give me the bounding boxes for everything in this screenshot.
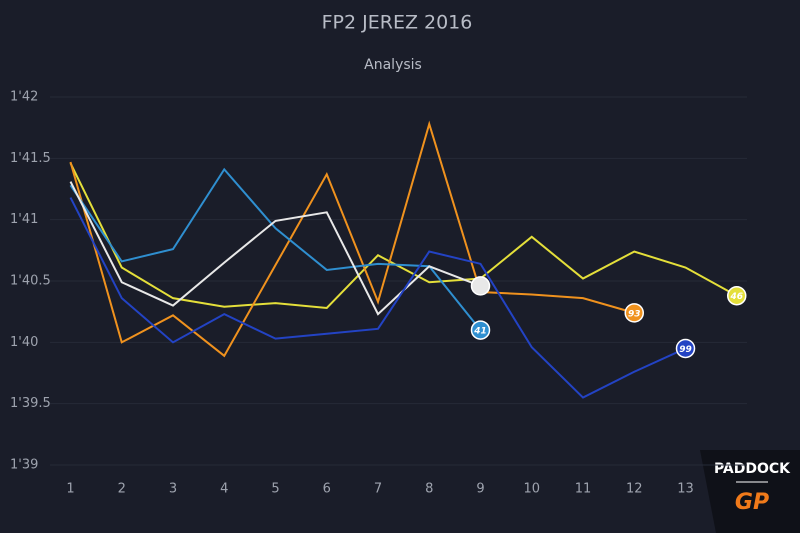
y-tick-label: 1'42 — [10, 90, 38, 105]
badge-label: 46 — [729, 292, 743, 302]
badge-circle — [727, 285, 747, 306]
series-line — [69, 197, 686, 399]
y-tick-label: 1'41 — [10, 212, 38, 227]
x-tick-label: 11 — [575, 482, 592, 497]
logo-panel — [700, 450, 800, 533]
x-tick-label: 7 — [374, 482, 382, 497]
rider-badge — [470, 276, 491, 296]
logo: PADDOCK GP — [700, 450, 800, 533]
x-tick-label: 10 — [523, 482, 540, 497]
chart-title: FP2 JEREZ 2016 — [322, 12, 473, 34]
badge-circle — [470, 320, 491, 340]
x-tick-label: 6 — [323, 482, 331, 497]
series-line — [69, 167, 482, 331]
logo-text: PADDOCK — [714, 461, 791, 477]
x-tick-label: 4 — [220, 482, 228, 497]
badge-circle — [470, 276, 491, 296]
x-tick-label: 1 — [66, 482, 74, 497]
x-tick-label: 2 — [118, 482, 126, 497]
x-tick-label: 13 — [677, 482, 694, 497]
badge-circle — [624, 303, 644, 323]
series-line — [69, 181, 481, 316]
badge-circle — [675, 338, 696, 359]
y-tick-label: 1'41.5 — [10, 151, 51, 166]
y-tick-label: 1'40.5 — [10, 274, 51, 289]
badge-label: 93 — [628, 309, 641, 319]
chart-subtitle: Analysis — [364, 57, 422, 73]
y-tick-label: 1'40 — [10, 335, 38, 350]
rider-badge: 93 — [624, 303, 644, 323]
badge-label: 41 — [473, 327, 487, 337]
rider-badge: 41 — [470, 320, 491, 340]
rider-badge: 46 — [727, 285, 747, 306]
y-tick-label: 1'39.5 — [10, 396, 51, 411]
x-tick-label: 3 — [169, 482, 177, 497]
x-tick-label: 9 — [476, 482, 484, 497]
logo-text: GP — [735, 490, 769, 515]
rider-badge: 99 — [675, 338, 696, 359]
x-tick-label: 8 — [425, 482, 433, 497]
x-tick-label: 5 — [271, 482, 279, 497]
series-line — [69, 120, 635, 358]
badge-label: 99 — [679, 345, 692, 355]
x-tick-label: 12 — [626, 482, 643, 497]
y-tick-label: 1'39 — [10, 458, 38, 473]
